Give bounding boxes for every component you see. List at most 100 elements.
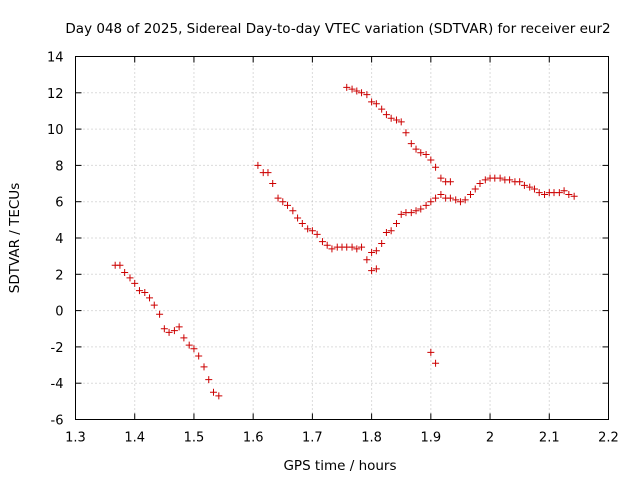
data-point xyxy=(175,323,183,331)
data-point xyxy=(116,261,124,269)
data-point xyxy=(412,145,420,153)
data-point xyxy=(530,185,538,193)
x-tick-label: 1.7 xyxy=(302,431,323,446)
data-point xyxy=(209,388,217,396)
data-point xyxy=(378,105,386,113)
data-point xyxy=(481,176,489,184)
y-tick-label: -6 xyxy=(51,414,64,429)
data-point xyxy=(422,201,430,209)
data-point xyxy=(397,118,405,126)
x-tick-label: 1.5 xyxy=(184,431,205,446)
x-tick-label: 1.4 xyxy=(124,431,145,446)
data-point xyxy=(318,238,326,246)
data-point xyxy=(269,180,277,188)
data-point xyxy=(422,151,430,159)
data-point xyxy=(496,174,504,182)
data-point xyxy=(313,230,321,238)
data-point xyxy=(160,325,168,333)
data-point xyxy=(452,196,460,204)
data-point xyxy=(427,156,435,164)
data-point xyxy=(382,111,390,119)
data-point xyxy=(200,363,208,371)
data-point xyxy=(348,243,356,251)
data-point xyxy=(308,227,316,235)
data-point xyxy=(372,247,380,255)
data-point xyxy=(535,189,543,197)
data-point xyxy=(387,114,395,122)
data-point xyxy=(358,243,366,251)
data-point xyxy=(274,194,282,202)
data-point xyxy=(264,169,272,177)
data-point xyxy=(526,183,534,191)
data-point xyxy=(555,189,563,197)
data-point xyxy=(432,194,440,202)
data-point xyxy=(289,207,297,215)
data-point xyxy=(363,91,371,99)
data-point xyxy=(560,187,568,195)
data-point xyxy=(446,194,454,202)
data-point xyxy=(427,348,435,356)
data-point xyxy=(215,392,223,400)
data-point xyxy=(185,341,193,349)
data-point xyxy=(437,190,445,198)
x-tick-label: 1.8 xyxy=(361,431,382,446)
data-point xyxy=(353,245,361,253)
data-point xyxy=(392,219,400,227)
data-point xyxy=(304,225,312,233)
data-point xyxy=(565,190,573,198)
y-tick-labels: -6 -4 -2 0 2 4 6 8 10 12 14 xyxy=(47,51,64,429)
data-point xyxy=(353,87,361,95)
data-point xyxy=(397,210,405,218)
data-point xyxy=(570,192,578,200)
data-point xyxy=(437,174,445,182)
data-point xyxy=(135,287,143,295)
data-point xyxy=(279,198,287,206)
data-point xyxy=(476,180,484,188)
x-tick-labels: 1.3 1.4 1.5 1.6 1.7 1.8 1.9 2 2.1 2.2 xyxy=(65,431,619,446)
x-tick-label: 1.3 xyxy=(65,431,86,446)
y-tick-label: 2 xyxy=(55,268,63,283)
data-point xyxy=(254,161,262,169)
x-axis-label: GPS time / hours xyxy=(283,458,396,474)
data-point xyxy=(402,129,410,137)
plot-frame xyxy=(75,56,609,420)
y-tick-label: -4 xyxy=(51,377,64,392)
data-point xyxy=(432,359,440,367)
data-point xyxy=(467,190,475,198)
data-points xyxy=(111,83,578,400)
data-point xyxy=(427,198,435,206)
data-point xyxy=(417,205,425,213)
data-point xyxy=(382,229,390,237)
y-axis-label: SDTVAR / TECUs xyxy=(7,183,23,293)
data-point xyxy=(298,219,306,227)
data-point xyxy=(520,181,528,189)
data-point xyxy=(471,185,479,193)
axis-ticks xyxy=(75,56,609,420)
data-point xyxy=(407,209,415,217)
data-point xyxy=(407,140,415,148)
data-point xyxy=(506,176,514,184)
chart-title: Day 048 of 2025, Sidereal Day-to-day VTE… xyxy=(65,21,610,37)
data-point xyxy=(121,268,129,276)
data-point xyxy=(432,163,440,171)
y-tick-label: 0 xyxy=(55,305,63,320)
data-point xyxy=(541,190,549,198)
data-point xyxy=(170,327,178,335)
data-point xyxy=(368,98,376,106)
data-point xyxy=(368,267,376,275)
data-point xyxy=(516,178,524,186)
y-tick-label: -2 xyxy=(51,341,64,356)
data-point xyxy=(195,352,203,360)
data-point xyxy=(343,83,351,91)
data-point xyxy=(205,376,213,384)
data-point xyxy=(180,334,188,342)
data-point xyxy=(363,256,371,264)
data-point xyxy=(392,116,400,124)
x-tick-label: 2 xyxy=(486,431,494,446)
data-point xyxy=(358,89,366,97)
y-tick-label: 6 xyxy=(55,196,63,211)
x-tick-label: 1.6 xyxy=(243,431,264,446)
data-point xyxy=(328,245,336,253)
data-point xyxy=(378,239,386,247)
